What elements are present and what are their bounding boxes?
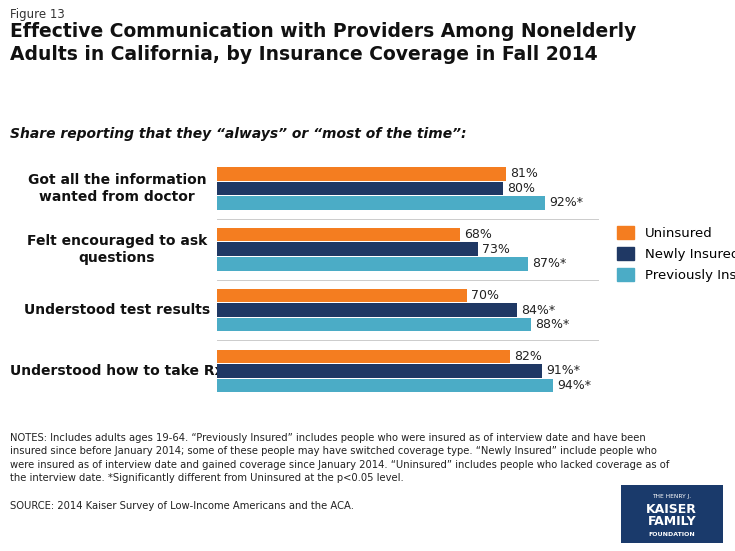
Bar bbox=[217, 181, 503, 195]
Bar bbox=[217, 167, 506, 181]
Bar bbox=[217, 303, 517, 317]
Text: KAISER: KAISER bbox=[646, 503, 698, 516]
Text: 94%*: 94%* bbox=[557, 379, 591, 392]
Text: 68%: 68% bbox=[464, 228, 492, 241]
Text: NOTES: Includes adults ages 19-64. “Previously Insured” includes people who were: NOTES: Includes adults ages 19-64. “Prev… bbox=[10, 433, 669, 483]
Text: 91%*: 91%* bbox=[546, 364, 580, 377]
Text: Share reporting that they “always” or “most of the time”:: Share reporting that they “always” or “m… bbox=[10, 127, 466, 141]
Bar bbox=[217, 318, 531, 332]
Bar bbox=[217, 364, 542, 378]
Text: Figure 13: Figure 13 bbox=[10, 8, 64, 21]
Text: 82%: 82% bbox=[514, 350, 542, 363]
Text: Effective Communication with Providers Among Nonelderly
Adults in California, by: Effective Communication with Providers A… bbox=[10, 22, 636, 64]
Text: THE HENRY J.: THE HENRY J. bbox=[652, 494, 692, 499]
Text: 80%: 80% bbox=[507, 182, 535, 195]
Bar bbox=[217, 242, 478, 256]
Text: FAMILY: FAMILY bbox=[648, 515, 696, 528]
Bar bbox=[217, 289, 467, 302]
Legend: Uninsured, Newly Insured, Previously Insured: Uninsured, Newly Insured, Previously Ins… bbox=[617, 226, 735, 282]
Bar bbox=[217, 349, 510, 363]
Text: 70%: 70% bbox=[471, 289, 499, 302]
Bar bbox=[217, 196, 545, 210]
Text: 84%*: 84%* bbox=[521, 304, 555, 317]
Bar bbox=[217, 228, 459, 241]
Text: 87%*: 87%* bbox=[532, 257, 566, 271]
Text: 88%*: 88%* bbox=[535, 318, 570, 331]
Text: FOUNDATION: FOUNDATION bbox=[648, 532, 695, 537]
Text: SOURCE: 2014 Kaiser Survey of Low-Income Americans and the ACA.: SOURCE: 2014 Kaiser Survey of Low-Income… bbox=[10, 501, 354, 511]
Bar bbox=[217, 257, 528, 271]
Text: 73%: 73% bbox=[482, 242, 510, 256]
Text: 81%: 81% bbox=[510, 167, 538, 180]
Text: 92%*: 92%* bbox=[550, 197, 584, 209]
Bar bbox=[217, 379, 553, 392]
